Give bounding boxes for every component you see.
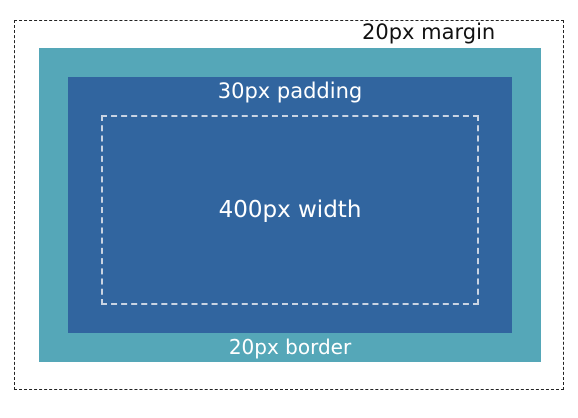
margin-label: 20px margin xyxy=(362,20,496,44)
border-label: 20px border xyxy=(228,335,352,359)
border-area: 30px padding 400px width 20px border xyxy=(39,48,541,362)
padding-area: 30px padding 400px width xyxy=(68,77,512,333)
content-area-outline: 400px width xyxy=(101,115,479,305)
margin-outline xyxy=(14,20,564,390)
content-width-label: 400px width xyxy=(218,197,362,223)
padding-label: 30px padding xyxy=(217,79,363,103)
